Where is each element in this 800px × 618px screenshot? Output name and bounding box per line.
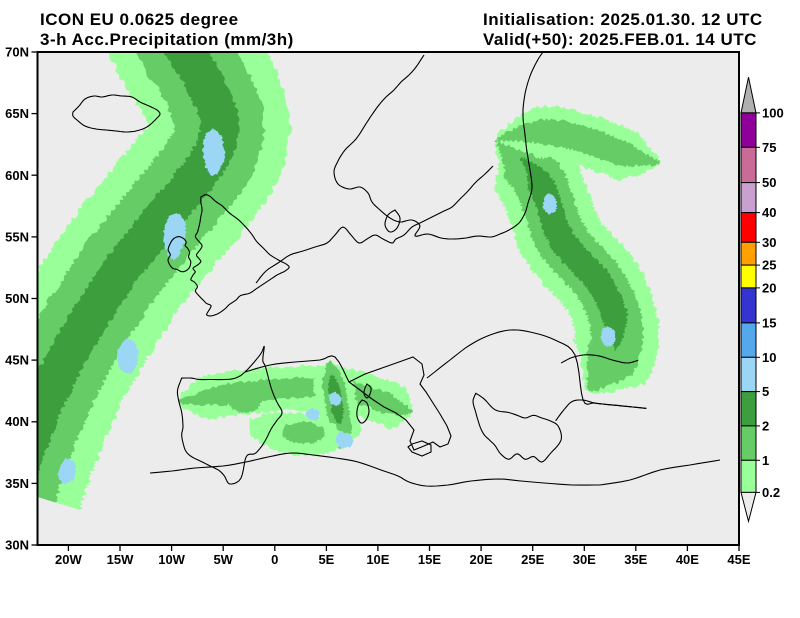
svg-text:2: 2 — [762, 418, 769, 433]
svg-text:30: 30 — [762, 235, 776, 250]
svg-text:50: 50 — [762, 175, 776, 190]
svg-text:20: 20 — [762, 280, 776, 295]
svg-text:75: 75 — [762, 140, 776, 155]
svg-text:5: 5 — [762, 384, 769, 399]
svg-text:0.2: 0.2 — [762, 485, 780, 500]
svg-text:40: 40 — [762, 205, 776, 220]
svg-text:1: 1 — [762, 453, 769, 468]
svg-text:100: 100 — [762, 105, 784, 120]
svg-text:15: 15 — [762, 315, 776, 330]
svg-text:25: 25 — [762, 258, 776, 273]
svg-text:10: 10 — [762, 350, 776, 365]
